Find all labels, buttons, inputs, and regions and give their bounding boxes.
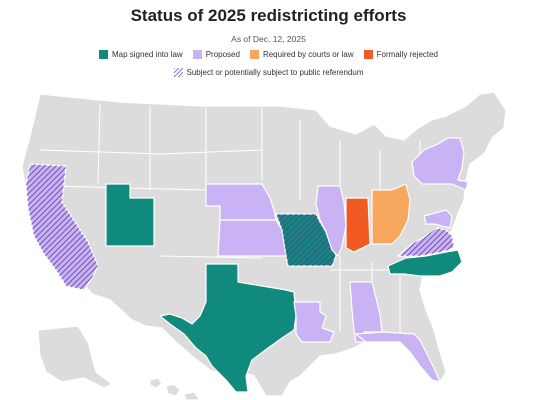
legend-label: Required by courts or law bbox=[262, 50, 354, 59]
state-la bbox=[293, 301, 335, 343]
border-line bbox=[159, 255, 263, 259]
state-in bbox=[345, 197, 371, 253]
border-line bbox=[97, 103, 101, 185]
state-hi bbox=[183, 391, 201, 400]
state-il bbox=[315, 185, 347, 257]
state-hi bbox=[165, 383, 181, 397]
border-line bbox=[39, 149, 263, 155]
legend-item-proposed: Proposed bbox=[192, 50, 240, 59]
legend-item-required: Required by courts or law bbox=[249, 50, 354, 59]
legend-label: Proposed bbox=[205, 50, 240, 59]
proposed-swatch-icon bbox=[192, 50, 202, 59]
rejected-swatch-icon bbox=[363, 50, 373, 59]
legend-label: Map signed into law bbox=[111, 50, 183, 59]
legend: Map signed into law Proposed Required by… bbox=[0, 50, 537, 59]
legend-item-signed: Map signed into law bbox=[98, 50, 183, 59]
state-oh bbox=[371, 183, 411, 245]
legend-item-rejected: Formally rejected bbox=[363, 50, 439, 59]
required-swatch-icon bbox=[249, 50, 259, 59]
hatched-square-icon bbox=[173, 68, 183, 77]
state-nc bbox=[387, 249, 463, 277]
state-ak bbox=[37, 325, 113, 389]
state-ca bbox=[25, 163, 99, 291]
legend-item-referendum: Subject or potentially subject to public… bbox=[173, 68, 364, 77]
state-ny bbox=[411, 137, 469, 191]
state-va bbox=[397, 227, 455, 257]
legend-referendum: Subject or potentially subject to public… bbox=[0, 68, 537, 77]
state-ut bbox=[105, 183, 155, 247]
state-md bbox=[423, 209, 453, 229]
us-map bbox=[21, 91, 507, 400]
state-tx bbox=[159, 263, 297, 393]
signed-swatch-icon bbox=[98, 50, 108, 59]
state-ks bbox=[217, 219, 287, 257]
page-subtitle: As of Dec. 12, 2025 bbox=[231, 34, 306, 44]
state-mo bbox=[275, 213, 337, 267]
page-title: Status of 2025 redistricting efforts bbox=[130, 6, 407, 25]
legend-label: Subject or potentially subject to public… bbox=[186, 68, 364, 77]
state-fl bbox=[355, 331, 441, 383]
state-hi bbox=[149, 377, 163, 389]
legend-label: Formally rejected bbox=[376, 50, 439, 59]
